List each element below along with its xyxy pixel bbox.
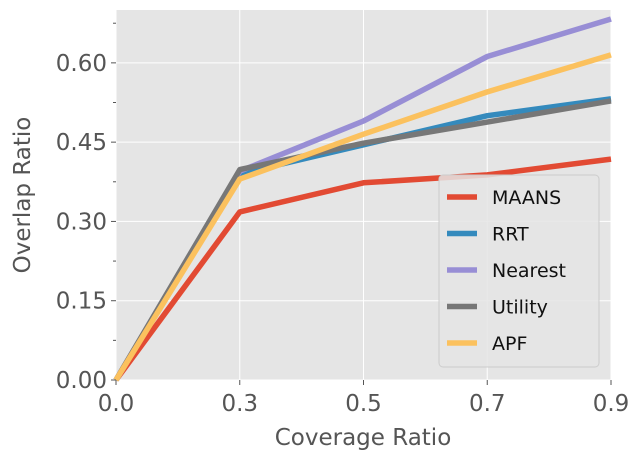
x-tick-label: 0.7 xyxy=(469,391,506,417)
legend-label-rrt: RRT xyxy=(492,224,529,246)
y-axis-label: Overlap Ratio xyxy=(10,117,36,274)
y-tick-label: 0.30 xyxy=(56,209,107,235)
series-lines xyxy=(113,16,612,382)
series-line-apf xyxy=(113,52,612,382)
y-axis-ticks: 0.00 0.15 0.30 0.45 0.60 xyxy=(56,22,116,394)
x-tick-label: 0.3 xyxy=(221,391,258,417)
legend-box xyxy=(438,174,600,368)
legend-label-maans: MAANS xyxy=(492,187,561,209)
x-axis-ticks: 0.0 0.3 0.5 0.7 0.9 xyxy=(98,380,630,417)
series-line-maans xyxy=(113,156,612,382)
y-tick-label: 0.45 xyxy=(56,130,107,156)
legend: MAANS RRT Nearest Utility APF xyxy=(438,174,600,368)
legend-label-nearest: Nearest xyxy=(492,260,566,282)
y-tick-label: 0.60 xyxy=(56,51,107,77)
x-tick-label: 0.0 xyxy=(98,391,135,417)
series-line-utility xyxy=(113,98,612,382)
legend-label-utility: Utility xyxy=(492,297,548,319)
x-tick-label: 0.5 xyxy=(345,391,382,417)
legend-label-apf: APF xyxy=(492,333,527,355)
x-axis-label: Coverage Ratio xyxy=(275,425,452,451)
x-tick-label: 0.9 xyxy=(593,391,630,417)
y-tick-label: 0.15 xyxy=(56,289,107,315)
y-tick-label: 0.00 xyxy=(56,368,107,394)
